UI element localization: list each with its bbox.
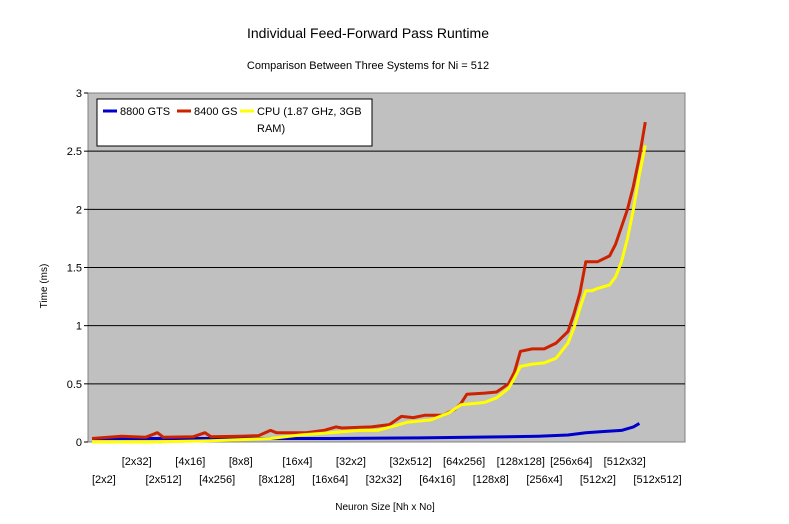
x-tick-label: [2x512] <box>146 474 182 486</box>
x-tick-label: [64x256] <box>443 456 485 468</box>
chart-subtitle: Comparison Between Three Systems for Ni … <box>247 60 489 72</box>
legend-label-cpu-line1: CPU (1.87 GHz, 3GB <box>257 106 362 118</box>
y-tick-label: 2.5 <box>67 146 82 158</box>
x-tick-label: [16x4] <box>282 456 312 468</box>
x-tick-label: [128x8] <box>473 474 509 486</box>
x-tick-label: [8x8] <box>229 456 253 468</box>
y-tick-label: 0.5 <box>67 379 82 391</box>
x-tick-label: [4x256] <box>199 474 235 486</box>
x-tick-label: [16x64] <box>312 474 348 486</box>
series-line-0 <box>92 422 641 440</box>
legend: 8800 GTS 8400 GS CPU (1.87 GHz, 3GB RAM) <box>96 98 373 147</box>
x-tick-label: [32x32] <box>366 474 402 486</box>
series-line-2 <box>92 145 647 444</box>
x-tick-label: [512x2] <box>580 474 616 486</box>
x-tick-label: [32x2] <box>336 456 366 468</box>
series-lines <box>91 121 647 444</box>
y-tick-label: 1.5 <box>67 263 82 275</box>
x-tick-label: [256x64] <box>550 456 592 468</box>
x-tick-label: [64x16] <box>419 474 455 486</box>
x-tick-label: [512x512] <box>633 474 681 486</box>
y-axis-ticks: 0 0.5 1 1.5 2 2.5 3 <box>67 88 88 449</box>
y-tick-label: 2 <box>76 204 82 216</box>
x-tick-label: [512x32] <box>604 456 646 468</box>
y-tick-label: 3 <box>76 88 82 100</box>
legend-label-cpu-line2: RAM) <box>257 123 285 135</box>
legend-label-cpu: CPU (1.87 GHz, 3GB RAM) <box>257 106 365 135</box>
x-axis-label: Neuron Size [Nh x No] <box>335 502 435 513</box>
y-tick-label: 1 <box>76 321 82 333</box>
legend-label-8800gts: 8800 GTS <box>120 106 170 118</box>
y-axis-label: Time (ms) <box>39 264 50 309</box>
x-tick-label: [2x32] <box>122 456 152 468</box>
legend-label-8400gs: 8400 GS <box>194 106 237 118</box>
x-tick-label: [4x16] <box>175 456 205 468</box>
gridlines <box>88 150 685 385</box>
chart-title: Individual Feed-Forward Pass Runtime <box>247 25 489 41</box>
x-tick-label: [32x512] <box>389 456 431 468</box>
x-axis-ticks: [2x2] [2x32] [2x512] [4x16] [4x256] [8x8] [8x1… <box>92 456 682 486</box>
y-tick-label: 0 <box>76 437 82 449</box>
x-tick-label: [256x4] <box>526 474 562 486</box>
legend-box <box>96 98 373 147</box>
x-tick-label: [128x128] <box>497 456 545 468</box>
x-tick-label: [2x2] <box>92 474 116 486</box>
x-tick-label: [8x128] <box>259 474 295 486</box>
